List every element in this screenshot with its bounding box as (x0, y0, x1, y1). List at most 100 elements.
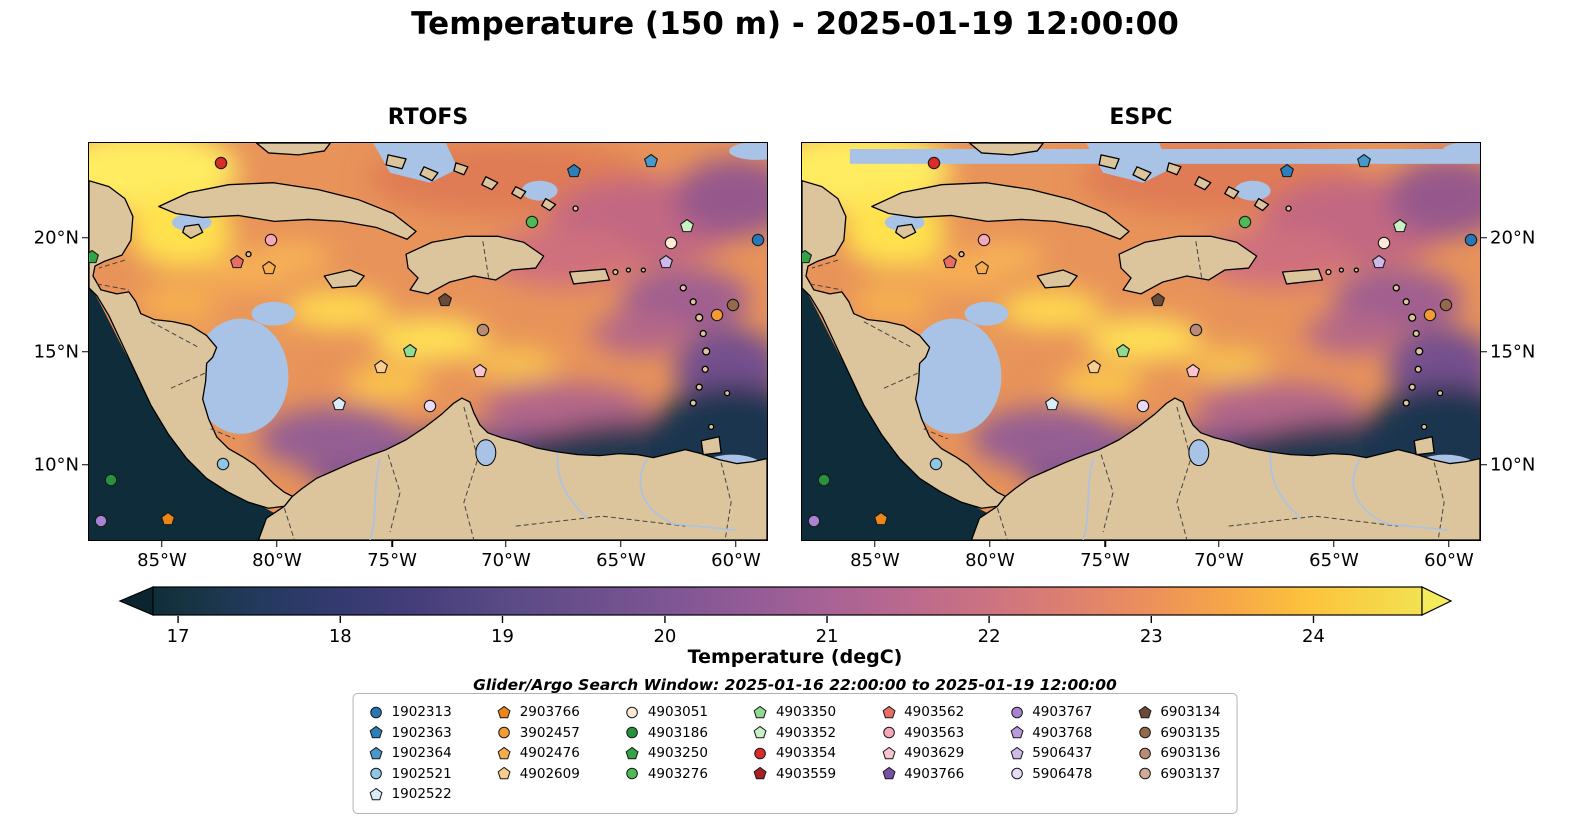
legend-column: 4903350 4903352 4903354 4903559 (753, 702, 837, 805)
x-tick (505, 541, 507, 547)
legend-label: 1902364 (391, 745, 452, 762)
x-tick-label: 70°W (481, 550, 531, 571)
x-tick (1333, 541, 1335, 547)
x-tick (874, 541, 876, 547)
marker-4903051 (664, 236, 678, 250)
legend-column: 4903767 4903768 5906437 5906478 (1010, 702, 1092, 805)
pentagon-marker-icon (753, 726, 767, 739)
central-america (89, 180, 294, 509)
marker-1902364 (644, 153, 659, 168)
marker-1902363 (566, 163, 581, 178)
marker-4903629 (1185, 364, 1200, 378)
x-tick-label: 75°W (367, 550, 417, 571)
marker-6903135 (1439, 298, 1453, 312)
colorbar-min-arrow (118, 586, 154, 616)
circle-marker-icon (370, 767, 383, 780)
cuba (871, 182, 1130, 240)
marker-6903134 (1150, 292, 1165, 307)
x-tick (391, 541, 393, 547)
circle-marker-icon (626, 726, 639, 739)
marker-4903352 (1392, 219, 1407, 233)
hispaniola (1118, 235, 1258, 295)
legend-label: 4903563 (904, 724, 965, 741)
marker-1902364 (1357, 153, 1372, 168)
x-tick (1448, 541, 1450, 547)
colorbar-tick-label: 18 (328, 626, 352, 647)
x-tick (620, 541, 622, 547)
marker-1902313 (751, 233, 765, 247)
espc-nodata-strip (849, 148, 1480, 164)
marker-4903562 (943, 255, 958, 269)
marker-2903766 (873, 512, 888, 526)
legend-entry-6903136: 6903136 (1138, 743, 1220, 764)
marker-4903250 (802, 250, 813, 264)
pentagon-marker-icon (753, 767, 767, 780)
circle-marker-icon (1138, 747, 1151, 760)
isla-juventud (895, 223, 917, 239)
x-tick-label: 80°W (252, 550, 302, 571)
land (89, 143, 767, 540)
legend-entry-4903629: 4903629 (882, 743, 964, 764)
circle-marker-icon (1010, 706, 1023, 719)
pentagon-marker-icon (1138, 705, 1152, 719)
legend-label: 6903137 (1160, 765, 1221, 782)
legend-column: 6903134 6903135 6903136 6903137 (1138, 702, 1220, 805)
legend-column: 4903562 4903563 4903629 4903766 (882, 702, 964, 805)
trinidad (700, 436, 722, 456)
marker-4903354 (214, 156, 228, 170)
legend-label: 4903768 (1032, 724, 1093, 741)
x-tick-label: 65°W (596, 550, 646, 571)
legend-entry-4903559: 4903559 (753, 764, 837, 785)
figure-title: Temperature (150 m) - 2025-01-19 12:00:0… (411, 6, 1179, 42)
legend-entry-4903250: 4903250 (625, 743, 708, 764)
marker-1902521 (216, 457, 230, 471)
legend-label: 6903134 (1160, 704, 1221, 721)
colorbar-label: Temperature (degC) (687, 646, 903, 668)
legend-label: 4903354 (775, 745, 837, 762)
y-tick-label: 15°N (1490, 341, 1536, 363)
legend-entry-4903051: 4903051 (626, 702, 708, 723)
legend-label: 5906437 (1032, 745, 1093, 762)
x-tick-label: 85°W (137, 550, 187, 571)
y-tick-label: 10°N (1490, 454, 1536, 476)
legend-label: 1902313 (391, 704, 452, 721)
bahamas (245, 154, 579, 258)
jamaica (1036, 269, 1078, 289)
x-tick-label: 85°W (850, 550, 900, 571)
lesser-antilles (1325, 267, 1444, 430)
x-tick (1218, 541, 1220, 547)
legend-entry-1902363: 1902363 (369, 723, 452, 744)
cuba (158, 182, 417, 240)
pentagon-marker-icon (497, 746, 511, 760)
colorbar-tick-label: 22 (977, 626, 1001, 647)
legend-label: 4903559 (775, 765, 837, 782)
marker-4903563 (977, 233, 991, 247)
legend-entry-1902364: 1902364 (369, 743, 452, 764)
legend-label: 4903350 (775, 704, 837, 721)
legend-label: 6903135 (1160, 724, 1221, 741)
legend-entry-2903766: 2903766 (497, 702, 580, 723)
colorbar-tick-label: 21 (815, 626, 839, 647)
south-america (970, 397, 1480, 540)
marker-4903350 (1116, 344, 1131, 358)
legend-entry-4903354: 4903354 (754, 743, 836, 764)
rivers (369, 452, 736, 540)
legend-label: 3902457 (519, 724, 580, 741)
legend-entry-1902522: 1902522 (369, 784, 452, 805)
isla-juventud (182, 223, 204, 239)
legend-entry-1902521: 1902521 (370, 764, 452, 785)
circle-marker-icon (882, 726, 895, 739)
subplot-espc: ESPC (801, 105, 1535, 571)
legend-entry-4902476: 4902476 (497, 743, 580, 764)
legend-label: 2903766 (519, 704, 580, 721)
pentagon-marker-icon (369, 746, 383, 760)
legend-label: 4903352 (775, 724, 837, 741)
country-borders (809, 241, 1445, 540)
marker-6903135 (726, 298, 740, 312)
pentagon-marker-icon (882, 705, 896, 719)
pentagon-marker-icon (1010, 746, 1024, 760)
map-artwork (89, 143, 767, 540)
marker-5906437 (1371, 255, 1386, 269)
marker-3902457 (1423, 308, 1437, 322)
colorbar-svg (118, 586, 1453, 623)
